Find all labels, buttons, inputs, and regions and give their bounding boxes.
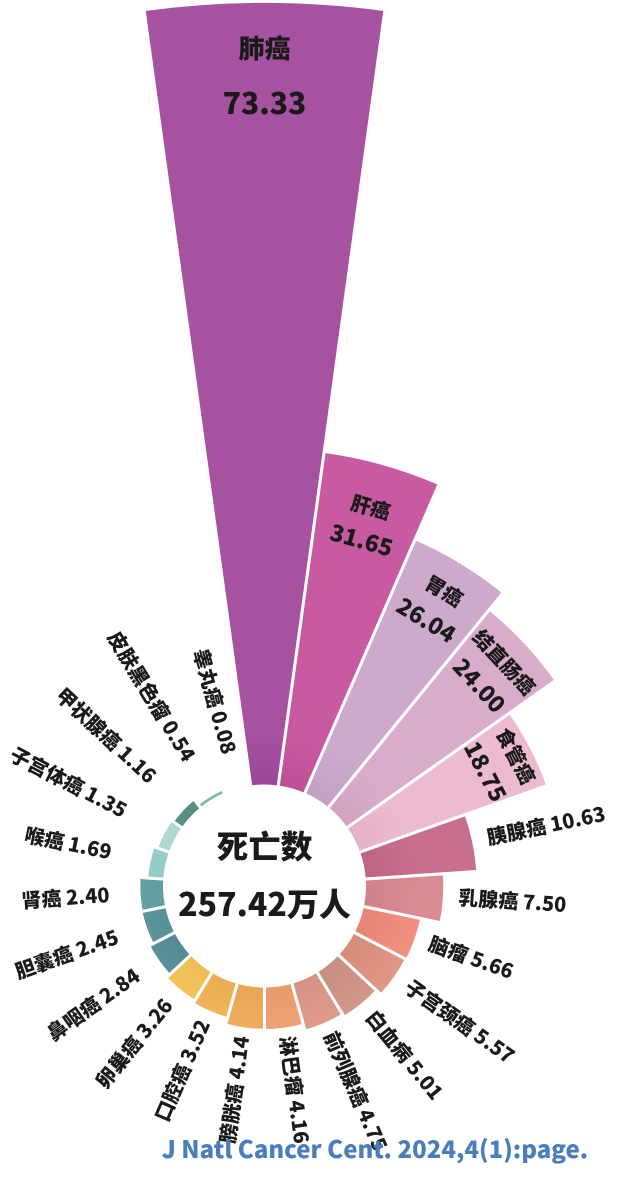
svg-text:257.42万人: 257.42万人 (178, 880, 351, 926)
svg-text:死亡数: 死亡数 (216, 822, 312, 868)
svg-text:淋巴瘤 4.16: 淋巴瘤 4.16 (274, 1034, 317, 1145)
svg-text:喉癌 1.69: 喉癌 1.69 (22, 819, 114, 865)
svg-text:J Natl Cancer Cent. 2024,4(1):: J Natl Cancer Cent. 2024,4(1):page. (162, 1130, 588, 1165)
svg-text:胆囊癌 2.45: 胆囊癌 2.45 (11, 921, 123, 985)
svg-text:肺癌: 肺癌 (238, 29, 290, 66)
svg-text:脑瘤 5.66: 脑瘤 5.66 (425, 928, 518, 985)
svg-text:胰腺癌 10.63: 胰腺癌 10.63 (484, 798, 608, 851)
svg-text:乳腺癌 7.50: 乳腺癌 7.50 (458, 882, 568, 918)
svg-text:膀胱癌 4.14: 膀胱癌 4.14 (212, 1034, 255, 1145)
svg-text:73.33: 73.33 (223, 79, 307, 123)
svg-text:肾癌 2.40: 肾癌 2.40 (20, 879, 110, 914)
